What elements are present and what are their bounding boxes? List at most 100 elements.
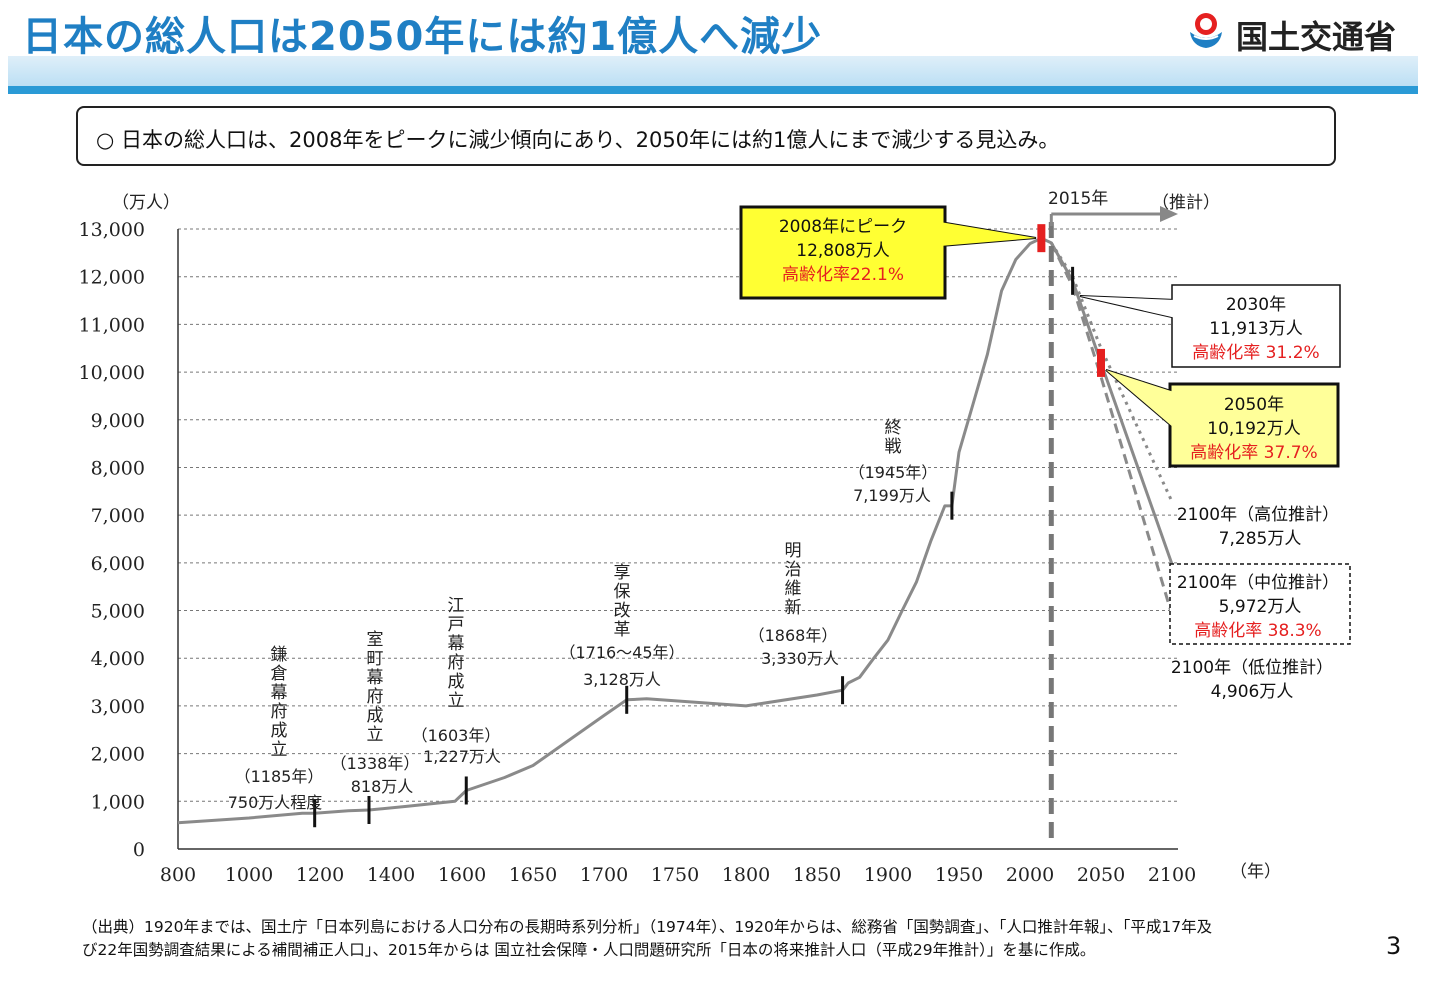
x-tick-label: 1950 <box>935 864 983 886</box>
y-tick-label: 3,000 <box>91 696 145 718</box>
era-label: 明治維新 （1868年） 3,330万人 <box>749 541 839 668</box>
projection-arrow-head <box>1160 206 1178 222</box>
era-value: 818万人 <box>351 777 414 796</box>
marker-red <box>1097 348 1105 377</box>
era-name: 室町幕府成立 <box>367 630 384 745</box>
marker <box>841 676 845 705</box>
callout-line-3: 高齢化率 38.3% <box>1194 621 1321 641</box>
source-line-1: （出典）1920年までは、国土庁「日本列島における人口分布の長期時系列分析」（1… <box>82 918 1213 936</box>
callout-line-3: 高齢化率22.1% <box>782 265 904 285</box>
x-tick-label: 1850 <box>793 864 841 886</box>
y-tick-label: 7,000 <box>91 505 145 527</box>
era-label: 江戸幕府成立 （1603年） 1,227万人 <box>412 596 501 766</box>
series-line-2 <box>1049 242 1174 616</box>
x-tick-label: 1900 <box>864 864 912 886</box>
era-year: （1185年） <box>235 767 324 786</box>
era-value: 3,330万人 <box>761 649 839 668</box>
callout-line-1: 2100年（低位推計） <box>1171 658 1333 678</box>
series-line-1 <box>1050 242 1174 503</box>
era-name: 明治維新 <box>785 541 802 618</box>
y-tick-label: 6,000 <box>91 553 145 575</box>
callout-line-1: 2100年（中位推計） <box>1177 573 1339 593</box>
callout-pointer-fill <box>1106 370 1174 428</box>
callout-line-2: 7,285万人 <box>1219 529 1302 549</box>
callout-box <box>739 205 947 300</box>
callout-line-3: 高齢化率 31.2% <box>1192 343 1319 363</box>
x-tick-label: 1650 <box>509 864 557 886</box>
callout-low: 2100年（低位推計） 4,906万人 <box>1171 658 1333 702</box>
callout-box <box>1168 382 1340 468</box>
marker <box>464 776 468 805</box>
mlit-logo-icon <box>1190 13 1222 48</box>
x-tick-label: 1400 <box>367 864 415 886</box>
logo-text: 国土交通省 <box>1236 18 1397 56</box>
era-name: 終戦 <box>885 418 902 457</box>
marker-red <box>1037 224 1046 253</box>
callout-line-2: 10,192万人 <box>1207 419 1300 439</box>
header-band <box>8 56 1418 86</box>
era-year: （1603年） <box>412 726 501 745</box>
y-tick-label: 11,000 <box>79 314 145 336</box>
marker <box>313 799 317 828</box>
x-tick-label: 2000 <box>1006 864 1054 886</box>
y-tick-label: 9,000 <box>91 410 145 432</box>
y-tick-label: 2,000 <box>91 744 145 766</box>
summary-text: ○ 日本の総人口は、2008年をピークに減少傾向にあり、2050年には約1億人に… <box>96 128 1060 152</box>
y-axis-label: （万人） <box>112 193 180 213</box>
x-axis-label: （年） <box>1230 862 1281 882</box>
divider-label: 2015年 <box>1048 189 1108 209</box>
marker <box>367 795 371 824</box>
callout-line-1: 2030年 <box>1226 295 1286 315</box>
y-tick-label: 8,000 <box>91 457 145 479</box>
era-year: （1716～45年） <box>559 643 684 662</box>
y-tick-label: 13,000 <box>79 219 145 241</box>
era-value: 3,128万人 <box>583 670 661 689</box>
era-label: 鎌倉幕府成立 （1185年） 750万人程度 <box>228 645 324 812</box>
callout-line-1: 2050年 <box>1224 395 1284 415</box>
callout-box <box>1171 284 1341 368</box>
x-tick-label: 2050 <box>1077 864 1125 886</box>
callout-line-1: 2008年にピーク <box>779 217 907 237</box>
era-name: 享保改革 <box>614 563 631 640</box>
era-label: 終戦 （1945年） 7,199万人 <box>849 418 938 505</box>
era-year: （1338年） <box>331 754 420 773</box>
era-value: 1,227万人 <box>423 747 501 766</box>
source-line-2: び22年国勢調査結果による補間補正人口」、2015年からは 国立社会保障・人口問… <box>82 941 1096 959</box>
page-number: 3 <box>1386 932 1402 960</box>
x-tick-label: 2100 <box>1148 864 1196 886</box>
x-tick-label: 800 <box>160 864 196 886</box>
callout-line-2: 5,972万人 <box>1219 597 1302 617</box>
callout-line-1: 2100年（高位推計） <box>1177 505 1339 525</box>
x-tick-label: 1200 <box>296 864 344 886</box>
x-tick-label: 1000 <box>225 864 273 886</box>
x-tick-label: 1700 <box>580 864 628 886</box>
series-line-0 <box>177 236 1174 825</box>
y-tick-label: 10,000 <box>79 362 145 384</box>
era-year: （1868年） <box>749 626 838 645</box>
header-band-line <box>8 86 1418 94</box>
era-year: （1945年） <box>849 463 938 482</box>
x-tick-label: 1800 <box>722 864 770 886</box>
era-name: 鎌倉幕府成立 <box>271 645 288 760</box>
callout-line-2: 4,906万人 <box>1211 682 1294 702</box>
era-value: 7,199万人 <box>853 486 931 505</box>
y-tick-label: 5,000 <box>91 601 145 623</box>
y-tick-label: 4,000 <box>91 648 145 670</box>
y-tick-label: 12,000 <box>79 267 145 289</box>
marker <box>1071 266 1075 295</box>
x-tick-label: 1750 <box>651 864 699 886</box>
callout-box <box>1169 563 1351 645</box>
callout-pointer-fill <box>940 222 1036 246</box>
era-label: 室町幕府成立 （1338年） 818万人 <box>331 630 420 796</box>
y-tick-label: 1,000 <box>91 791 145 813</box>
marker <box>950 491 954 520</box>
callout-line-3: 高齢化率 37.7% <box>1190 443 1317 463</box>
era-label: 享保改革 （1716～45年） 3,128万人 <box>559 563 684 689</box>
callout-high: 2100年（高位推計） 7,285万人 <box>1177 505 1339 549</box>
x-tick-label: 1600 <box>438 864 486 886</box>
callout-line-2: 12,808万人 <box>796 241 889 261</box>
